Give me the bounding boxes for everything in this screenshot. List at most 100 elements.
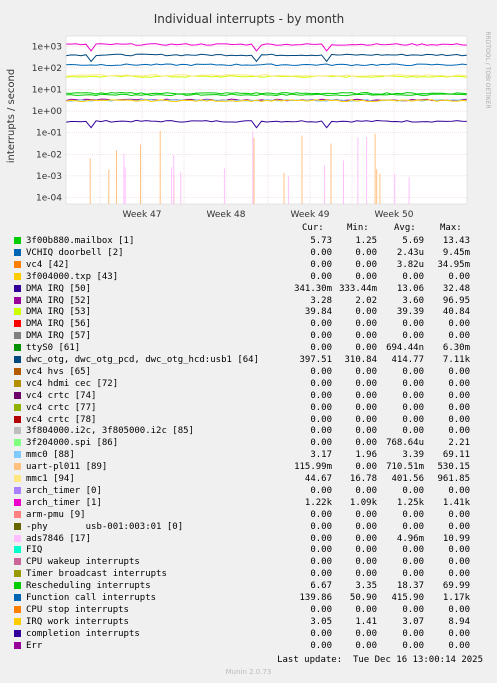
- series-line: [65, 53, 468, 63]
- legend-row: 3f004000.txp [43] 0.00 0.00 0.00 0.00: [0, 271, 497, 283]
- legend-cur-value: 3.17: [310, 450, 332, 461]
- legend-series-name: mmc0 [88]: [26, 450, 75, 461]
- legend-cur-value: 0.00: [310, 259, 332, 270]
- legend-max-value: 0.00: [448, 402, 470, 413]
- y-tick-label: 1e+00: [32, 107, 63, 117]
- y-tick-label: 1e+03: [32, 42, 62, 52]
- legend-swatch: [14, 272, 21, 280]
- y-tick-label: 1e-01: [36, 129, 62, 139]
- legend-max-value: 961.85: [437, 474, 470, 484]
- legend-avg-value: 3.07: [402, 616, 424, 627]
- series-line: [65, 43, 467, 52]
- series-lines: [65, 43, 468, 129]
- legend-min-value: 0.00: [355, 307, 377, 318]
- legend-swatch: [14, 498, 21, 506]
- legend-max-value: 0.00: [448, 545, 470, 556]
- legend-cur-value: 397.51: [299, 355, 332, 365]
- legend-series-name: Err: [26, 640, 43, 651]
- legend-max-value: 2.21: [448, 438, 470, 449]
- legend-min-value: 0.00: [355, 271, 377, 282]
- legend-avg-value: 0.00: [402, 545, 424, 556]
- legend-avg-value: 0.00: [402, 390, 424, 401]
- legend-row: Rescheduling interrupts 6.67 3.35 18.37 69.9…: [0, 580, 497, 592]
- series-line: [65, 75, 468, 78]
- legend-min-value: 0.00: [355, 414, 377, 425]
- legend-series-name: uart-pl011 [89]: [26, 462, 108, 473]
- legend-row: completion interrupts 0.00 0.00 0.00 0.00: [0, 628, 497, 640]
- legend-swatch: [14, 332, 21, 340]
- legend-series-name: DMA IRQ [52]: [26, 295, 92, 306]
- legend-min-value: 1.41: [355, 616, 377, 627]
- legend-min-value: 0.00: [355, 485, 377, 496]
- legend-avg-value: 0.00: [402, 271, 424, 282]
- legend-series-name: 3f004000.txp [43]: [26, 271, 119, 282]
- legend-avg-value: 0.00: [402, 604, 424, 615]
- legend-max-value: 8.94: [448, 616, 470, 627]
- legend-cur-value: 0.00: [310, 545, 332, 556]
- legend-row: uart-pl011 [89] 115.99m 0.00 710.51m 530.15: [0, 461, 497, 473]
- legend-row: IRQ work interrupts 3.05 1.41 3.07 8.94: [0, 616, 497, 628]
- legend-min-value: 50.90: [349, 593, 377, 603]
- legend-series-name: vc4 hvs [65]: [26, 366, 92, 377]
- legend-min-value: 1.09k: [349, 497, 377, 508]
- legend-cur-value: 0.00: [310, 533, 332, 544]
- legend-min-value: 0.00: [355, 604, 377, 615]
- legend-min-value: 0.00: [355, 545, 377, 556]
- legend-header-row: Cur: Min: Avg: Max:: [0, 222, 497, 234]
- legend-cur-value: 0.00: [310, 390, 332, 401]
- legend-cur-value: 0.00: [310, 402, 332, 413]
- legend-cur-value: 0.00: [310, 414, 332, 425]
- legend-swatch: [14, 546, 21, 554]
- legend-min-value: 0.00: [355, 366, 377, 377]
- legend-series-name: vc4 hdmi cec [72]: [26, 378, 119, 389]
- legend-series-name: arch_timer [1]: [26, 497, 102, 508]
- x-tick-label: Week 50: [375, 210, 414, 220]
- legend-max-value: 7.11k: [442, 355, 470, 365]
- legend-header: Cur:: [302, 223, 324, 233]
- y-tick-label: 1e-04: [36, 193, 62, 203]
- legend-min-value: 0.00: [355, 378, 377, 389]
- legend-row: 3f204000.spi [86] 0.00 0.00 768.64u 2.21: [0, 437, 497, 449]
- legend-max-value: 40.84: [442, 307, 470, 318]
- legend-row: DMA IRQ [57] 0.00 0.00 0.00 0.00: [0, 330, 497, 342]
- legend-avg-value: 0.00: [402, 509, 424, 520]
- legend-max-value: 0.00: [448, 604, 470, 615]
- legend-row: CPU wakeup interrupts 0.00 0.00 0.00 0.00: [0, 556, 497, 568]
- legend-max-value: 32.48: [442, 283, 470, 294]
- legend-swatch: [14, 320, 21, 328]
- legend-min-value: 0.00: [355, 402, 377, 413]
- legend-swatch: [14, 367, 21, 375]
- legend-max-value: 0.00: [448, 557, 470, 568]
- legend-series-name: Timer broadcast interrupts: [26, 569, 167, 580]
- legend-cur-value: 0.00: [310, 319, 332, 330]
- legend-avg-value: 0.00: [402, 485, 424, 496]
- legend-min-value: 0.00: [355, 569, 377, 580]
- legend-swatch: [14, 308, 21, 316]
- legend-series-name: DMA IRQ [53]: [26, 307, 92, 318]
- legend-avg-value: 0.00: [402, 414, 424, 425]
- legend-avg-value: 0.00: [402, 378, 424, 389]
- legend-cur-value: 39.84: [304, 307, 332, 318]
- legend-min-value: 0.00: [355, 247, 377, 258]
- legend-cur-value: 0.00: [310, 366, 332, 377]
- legend-max-value: 0.00: [448, 271, 470, 282]
- legend-max-value: 0.00: [448, 628, 470, 639]
- legend-avg-value: 0.00: [402, 402, 424, 413]
- legend-swatch: [14, 260, 21, 268]
- legend-cur-value: 44.67: [304, 474, 332, 484]
- legend-min-value: 333.44m: [339, 283, 377, 294]
- x-tick-label: Week 48: [207, 210, 246, 220]
- legend-min-value: 0.00: [355, 438, 377, 449]
- legend-swatch: [14, 475, 21, 482]
- legend-avg-value: 5.69: [402, 236, 424, 246]
- legend-series-name: 3f804000.i2c, 3f805000.i2c [85]: [26, 426, 194, 437]
- legend-min-value: 1.25: [355, 236, 377, 246]
- legend-row: 3f00b880.mailbox [1] 5.73 1.25 5.69 13.43: [0, 235, 497, 247]
- legend-min-value: 310.84: [344, 355, 377, 365]
- legend-avg-value: 710.51m: [386, 462, 424, 473]
- legend-swatch: [14, 522, 21, 530]
- legend-swatch: [14, 605, 21, 613]
- legend-row: vc4 crtc [78] 0.00 0.00 0.00 0.00: [0, 414, 497, 426]
- legend-swatch: [14, 451, 21, 459]
